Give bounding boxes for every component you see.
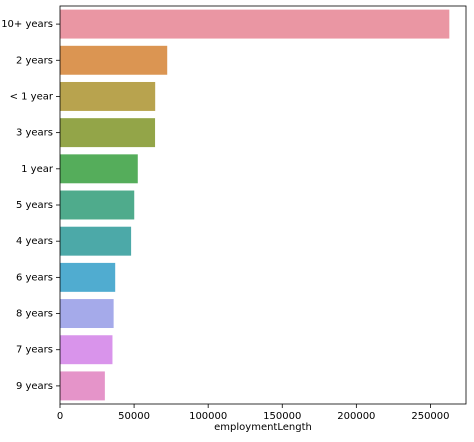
bar <box>60 371 105 401</box>
y-tick-label: 5 years <box>16 200 53 211</box>
x-tick-label: 200000 <box>337 411 375 422</box>
x-tick-label: 50000 <box>118 411 150 422</box>
y-tick-label: 2 years <box>16 55 53 66</box>
bar <box>60 81 156 111</box>
plot-frame <box>59 5 467 405</box>
y-tick-label: < 1 year <box>10 91 54 102</box>
y-tick-label: 1 year <box>21 164 54 175</box>
bar <box>60 45 168 75</box>
y-tick-label: 10+ years <box>1 19 53 30</box>
x-tick-label: 250000 <box>411 411 449 422</box>
bar <box>60 299 114 329</box>
y-tick-label: 6 years <box>16 272 53 283</box>
x-tick-label: 0 <box>57 411 63 422</box>
y-tick-label: 7 years <box>16 345 53 356</box>
y-tick-label: 9 years <box>16 381 53 392</box>
y-tick-label: 3 years <box>16 128 53 139</box>
bar <box>60 335 113 365</box>
y-tick-label: 4 years <box>16 236 53 247</box>
x-tick-label: 100000 <box>189 411 227 422</box>
y-tick-label: 8 years <box>16 309 53 320</box>
bar <box>60 118 156 148</box>
bar <box>60 226 132 256</box>
x-tick-label: 150000 <box>263 411 301 422</box>
bar <box>60 9 450 39</box>
bar <box>60 190 135 220</box>
bar <box>60 154 138 184</box>
bar <box>60 262 116 292</box>
x-axis-label: employmentLength <box>214 422 312 433</box>
